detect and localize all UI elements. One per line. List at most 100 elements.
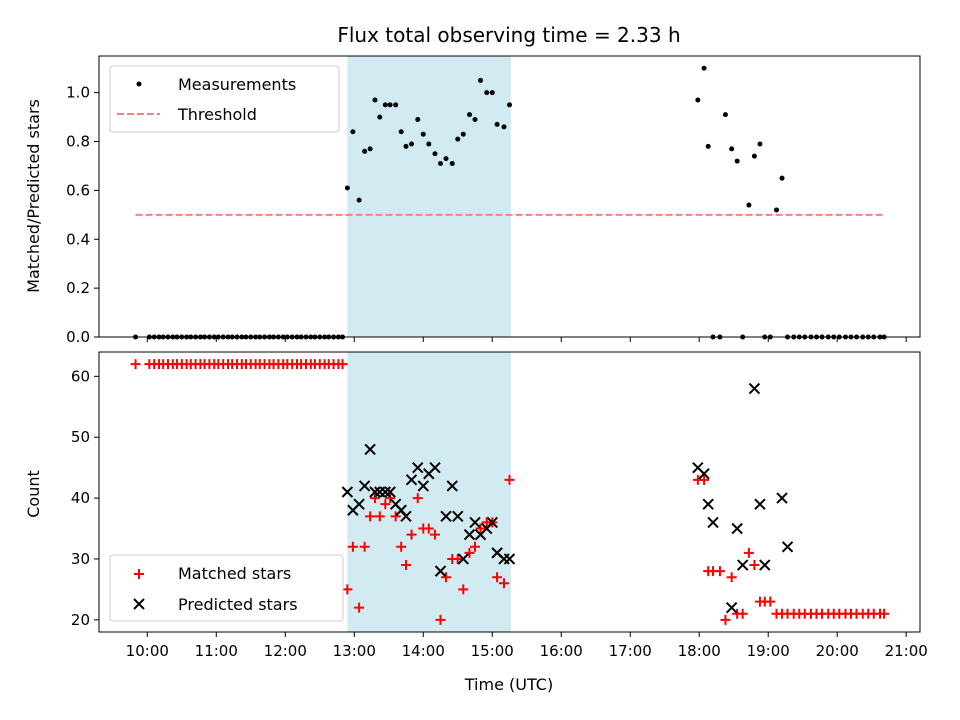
matched-star-point [401,560,412,571]
predicted-star-point [731,522,743,535]
chart-title: Flux total observing time = 2.33 h [337,23,680,47]
x-tick-label-4: 14:00 [402,642,445,660]
measurement-point [746,202,752,208]
matched-star-point [470,541,481,552]
measurement-point [367,146,373,152]
panel-bottom: 10:00 11:00 12:00 13:00 14:00 15:00 16:00 17:00… [71,351,928,660]
measurement-point [377,114,383,120]
measurement-point [432,151,438,157]
measurement-point [757,141,763,147]
measurement-point [494,121,500,127]
measurement-point [403,143,409,149]
x-axis-label: Time (UTC) [464,675,553,694]
y-tick-label-bottom-3: 50 [71,428,90,446]
measurement-point [779,175,785,181]
matched-star-point [359,541,370,552]
y-tick-label-bottom-1: 30 [71,550,90,568]
measurement-point [372,97,378,103]
measurement-point [350,129,356,135]
predicted-star-point [469,516,481,529]
measurement-point [449,161,455,167]
matched-star-point [498,578,509,589]
x-tick-label-2: 12:00 [264,642,307,660]
matched-star-point [412,493,423,504]
matched-star-point [458,584,469,595]
matched-star-point [390,511,401,522]
axes-frame-bottom [98,351,921,633]
legend-predicted-label: Predicted stars [178,595,298,614]
measurement-point [415,117,421,123]
matched-star-point [699,474,710,485]
predicted-star-point [736,559,749,571]
measurement-point [705,143,711,149]
matched-star-point [435,614,446,625]
predicted-star-point [341,486,354,498]
predicted-star-point [457,553,469,565]
predicted-star-point [781,541,794,553]
legend-top: Measurements Threshold [109,65,340,133]
y-tick-label-top-0: 0.0 [66,328,90,346]
matched-star-point [130,359,141,370]
measurement-point [438,161,444,167]
legend-bottom: Matched stars Predicted stars [109,554,344,622]
measurement-point [460,131,466,137]
predicted-star-point [702,498,714,510]
measurement-point [455,136,461,142]
y-axis-label-bottom: Count [24,470,43,518]
matched-star-point [374,511,385,522]
measurement-point [466,112,472,118]
panel-top: 0.0 0.2 0.4 0.6 0.8 1.0 [66,55,921,346]
x-tick-label-10: 20:00 [816,642,859,660]
y-tick-label-top-1: 0.2 [66,279,90,297]
y-tick-label-top-3: 0.6 [66,181,90,199]
x-tick-label-5: 15:00 [471,642,514,660]
measurement-point [362,148,368,154]
series-bottom-0 [130,359,890,625]
predicted-star-point [759,559,771,571]
predicted-star-point [405,474,418,486]
x-tick-label-8: 18:00 [678,642,721,660]
predicted-star-point [776,492,788,504]
matched-star-point [492,572,503,583]
matched-star-point [452,553,463,564]
measurement-point [722,112,728,118]
predicted-star-point [486,516,498,529]
predicted-star-point [748,382,761,395]
matched-star-point [396,541,407,552]
shaded-interval-top [347,56,511,337]
measurement-point [729,146,735,152]
matched-star-point [337,359,348,370]
matched-star-point [720,614,731,625]
measurement-point [507,102,512,108]
measurement-point [751,153,757,159]
matched-star-point [879,608,890,619]
predicted-star-point [429,461,441,474]
shaded-interval-bottom [347,352,511,632]
legend-top-frame [109,65,340,133]
y-tick-label-bottom-0: 20 [71,611,90,629]
predicted-star-point [358,480,371,492]
matched-star-point [475,523,486,534]
matched-star-point [347,541,358,552]
legend-predicted-marker [133,598,145,610]
measurement-point [489,90,495,96]
legend-measurements-marker [136,81,142,87]
matched-star-point [380,499,391,510]
measurement-point [426,141,432,147]
matched-star-point [464,547,475,558]
legend-measurements-label: Measurements [178,75,296,94]
x-tick-label-0: 10:00 [126,642,169,660]
predicted-star-point [379,486,392,498]
measurement-point [420,131,426,137]
measurement-point [773,207,779,213]
matched-star-point [504,474,515,485]
measurement-point [501,124,507,130]
predicted-star-point [417,480,429,492]
predicted-star-point [725,601,738,614]
measurement-point [478,77,484,83]
y-tick-label-top-4: 0.8 [66,133,90,151]
predicted-star-point [463,528,476,541]
legend-matched-marker [134,569,144,579]
measurement-point [695,97,701,103]
predicted-star-point [446,480,458,492]
